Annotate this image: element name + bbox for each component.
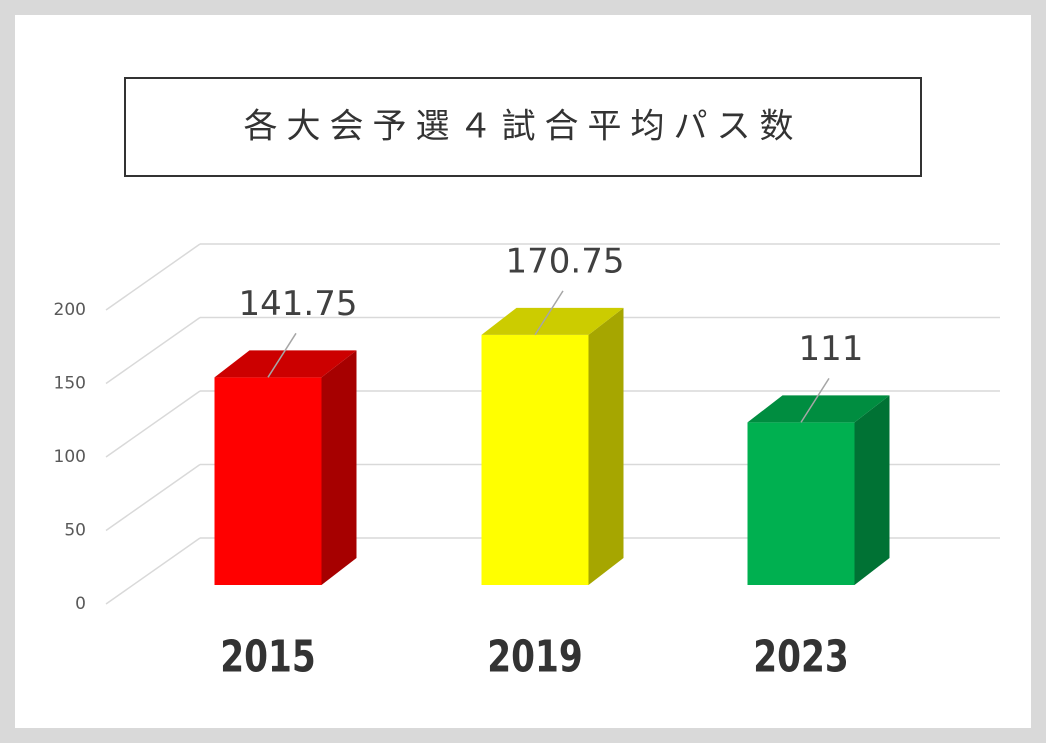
chart-title: 各大会予選４試合平均パス数 — [244, 107, 803, 147]
bar-side — [854, 395, 890, 585]
bar-front — [747, 422, 855, 585]
grid-line — [105, 463, 201, 532]
value-label: 141.75 — [239, 284, 358, 324]
bar-top — [214, 350, 357, 378]
leader-line — [267, 332, 297, 378]
value-label: 111 — [799, 329, 864, 369]
grid-line — [105, 390, 201, 458]
grid-line — [105, 316, 201, 385]
bar-top — [747, 395, 890, 423]
grid-line — [105, 537, 201, 605]
x-tick-label: 2019 — [487, 632, 582, 683]
y-tick-label: 200 — [54, 300, 86, 320]
grid-line — [105, 243, 201, 311]
y-tick-label: 0 — [75, 594, 86, 614]
bar-top — [481, 307, 624, 335]
value-label: 170.75 — [506, 241, 625, 281]
bar-front — [214, 377, 322, 585]
bar-front — [481, 334, 589, 585]
x-tick-label: 2015 — [220, 632, 315, 683]
y-tick-label: 100 — [54, 447, 86, 467]
x-tick-label: 2023 — [753, 632, 848, 683]
leader-line — [800, 377, 830, 423]
y-tick-label: 150 — [54, 374, 86, 394]
title-box — [124, 77, 922, 177]
bar-side — [321, 350, 357, 585]
bar-side — [588, 307, 624, 585]
leader-line — [534, 290, 564, 336]
y-tick-label: 50 — [64, 521, 86, 541]
